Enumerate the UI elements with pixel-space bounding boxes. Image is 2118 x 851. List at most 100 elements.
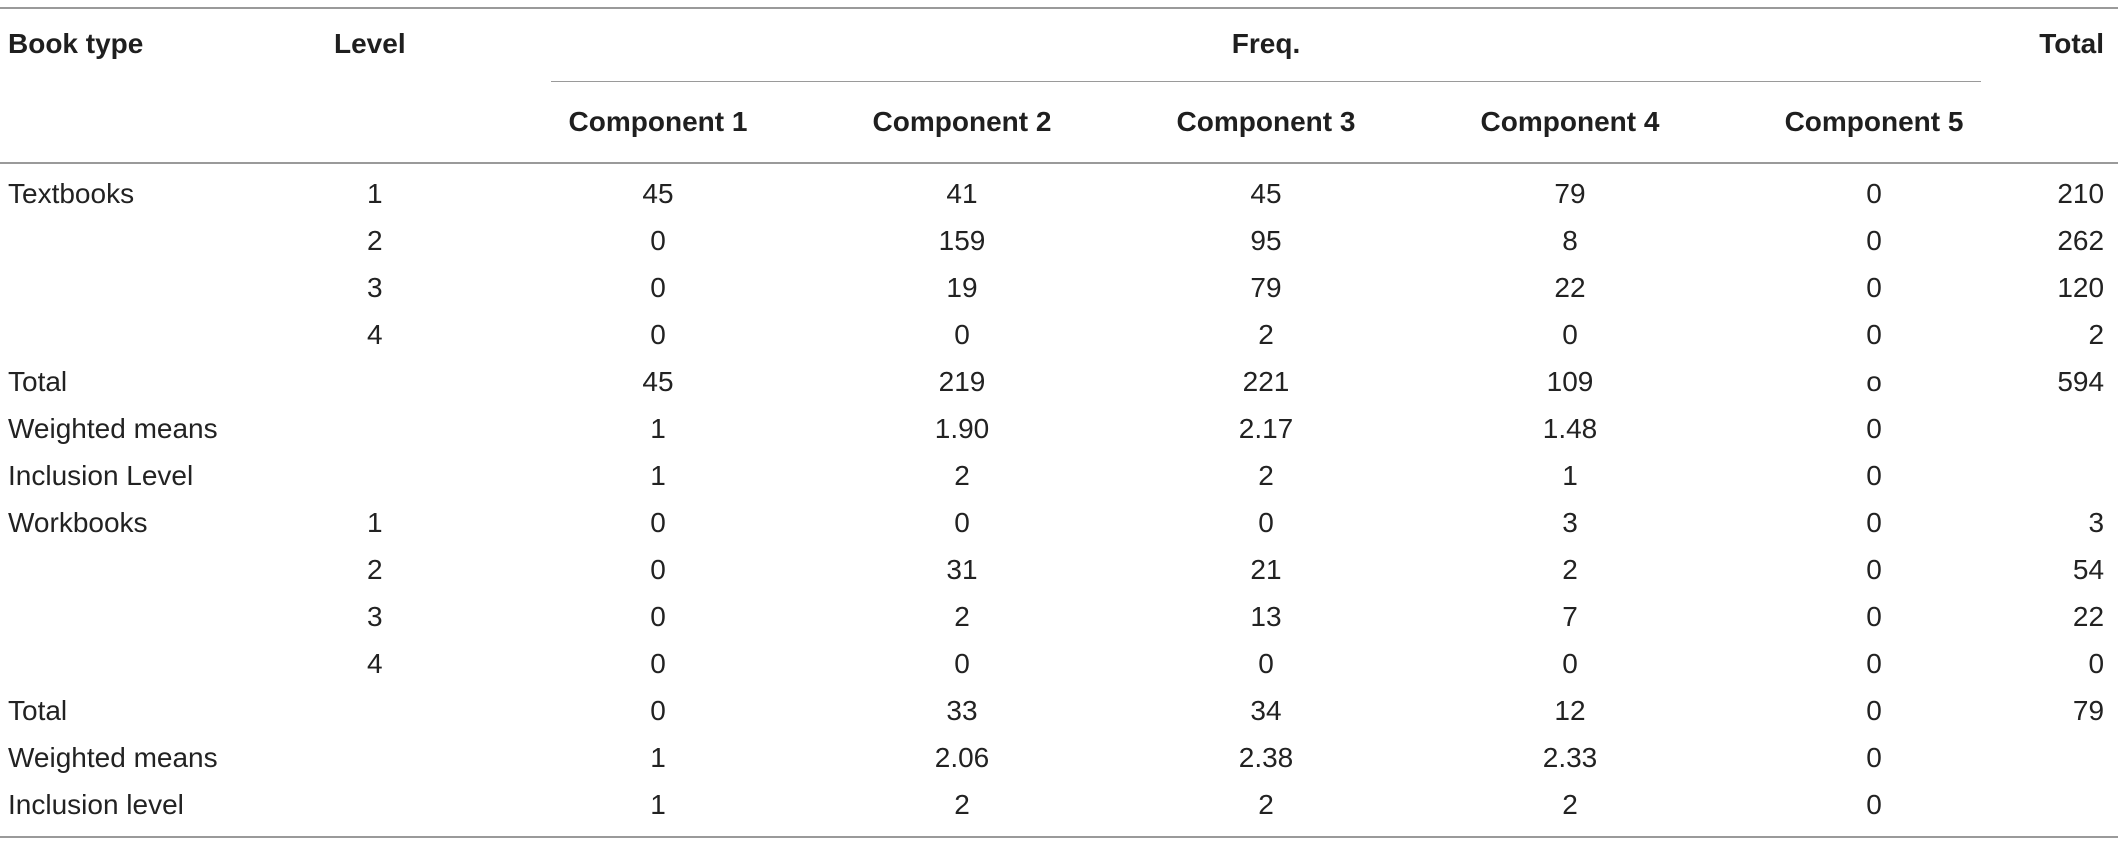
table-row: 2 0 159 95 8 0 262 bbox=[0, 217, 2118, 264]
table-row: 2 0 31 21 2 0 54 bbox=[0, 546, 2118, 593]
cell-total: 22 bbox=[2072, 600, 2105, 632]
cell-component-5: 0 bbox=[1866, 600, 1882, 632]
cell-component-4: 22 bbox=[1554, 271, 1586, 303]
cell-component-1: 0 bbox=[650, 647, 666, 679]
cell-book-type: Workbooks bbox=[8, 506, 148, 538]
table-row: Weighted means 1 1.90 2.17 1.48 0 bbox=[0, 405, 2118, 452]
cell-component-5: 0 bbox=[1866, 318, 1882, 350]
cell-component-3: 13 bbox=[1250, 600, 1282, 632]
cell-component-4: 0 bbox=[1562, 318, 1578, 350]
cell-component-1: 0 bbox=[650, 224, 666, 256]
cell-component-3: 2.38 bbox=[1238, 741, 1294, 773]
cell-component-5: 0 bbox=[1866, 412, 1882, 444]
cell-component-4: 1.48 bbox=[1542, 412, 1598, 444]
cell-level: 1 bbox=[367, 177, 383, 209]
cell-level: 3 bbox=[367, 271, 383, 303]
header-component-2: Component 2 bbox=[872, 106, 1052, 137]
cell-component-1: 0 bbox=[650, 506, 666, 538]
cell-component-4: 8 bbox=[1562, 224, 1578, 256]
cell-component-1: 45 bbox=[642, 177, 674, 209]
table-row: 3 0 2 13 7 0 22 bbox=[0, 593, 2118, 640]
cell-book-type: Inclusion level bbox=[8, 788, 184, 820]
cell-component-2: 33 bbox=[946, 694, 978, 726]
cell-book-type: Inclusion Level bbox=[8, 459, 194, 491]
cell-component-2: 219 bbox=[938, 365, 986, 397]
header-row-1: Book type Level Freq. Total bbox=[0, 8, 2118, 82]
cell-total bbox=[2026, 452, 2118, 499]
cell-component-4: 109 bbox=[1546, 365, 1594, 397]
header-spacer-total bbox=[2026, 82, 2118, 163]
cell-component-3: 221 bbox=[1242, 365, 1290, 397]
cell-component-4: 7 bbox=[1562, 600, 1578, 632]
cell-book-type: Total bbox=[8, 694, 68, 726]
header-book-type: Book type bbox=[8, 28, 144, 59]
cell-component-5: 0 bbox=[1866, 553, 1882, 585]
cell-component-3: 0 bbox=[1258, 506, 1274, 538]
cell-component-3: 95 bbox=[1250, 224, 1282, 256]
cell-total: 79 bbox=[2072, 694, 2105, 726]
cell-book-type: Weighted means bbox=[8, 412, 218, 444]
cell-book-type bbox=[0, 217, 334, 264]
table-row: 4 0 0 0 0 0 0 bbox=[0, 640, 2118, 687]
cell-component-5: 0 bbox=[1866, 459, 1882, 491]
cell-component-3: 45 bbox=[1250, 177, 1282, 209]
table-row: Total 0 33 34 12 0 79 bbox=[0, 687, 2118, 734]
cell-component-2: 0 bbox=[954, 506, 970, 538]
header-total: Total bbox=[2039, 28, 2105, 59]
cell-level: 4 bbox=[367, 318, 383, 350]
header-spacer-level bbox=[334, 82, 506, 163]
cell-total: 3 bbox=[2088, 506, 2105, 538]
cell-component-2: 2 bbox=[954, 788, 970, 820]
cell-component-1: 0 bbox=[650, 318, 666, 350]
cell-component-4: 2 bbox=[1562, 788, 1578, 820]
header-component-3: Component 3 bbox=[1176, 106, 1356, 137]
cell-level bbox=[334, 405, 506, 452]
cell-total: 262 bbox=[2057, 224, 2105, 256]
cell-total: 0 bbox=[2088, 647, 2105, 679]
cell-book-type: Weighted means bbox=[8, 741, 218, 773]
cell-book-type bbox=[0, 264, 334, 311]
header-component-5: Component 5 bbox=[1784, 106, 1964, 137]
cell-component-4: 1 bbox=[1562, 459, 1578, 491]
cell-component-1: 1 bbox=[650, 412, 666, 444]
cell-total: 2 bbox=[2088, 318, 2105, 350]
cell-component-4: 79 bbox=[1554, 177, 1586, 209]
cell-component-4: 12 bbox=[1554, 694, 1586, 726]
header-freq: Freq. bbox=[506, 8, 2026, 82]
cell-component-5: 0 bbox=[1866, 506, 1882, 538]
cell-level: 3 bbox=[367, 600, 383, 632]
cell-component-2: 2 bbox=[954, 600, 970, 632]
cell-component-2: 0 bbox=[954, 647, 970, 679]
header-component-1: Component 1 bbox=[568, 106, 748, 137]
cell-level bbox=[334, 687, 506, 734]
cell-component-3: 0 bbox=[1258, 647, 1274, 679]
cell-book-type: Textbooks bbox=[8, 177, 135, 209]
cell-book-type bbox=[0, 593, 334, 640]
cell-component-1: 0 bbox=[650, 694, 666, 726]
cell-component-1: 0 bbox=[650, 600, 666, 632]
table-row: Textbooks 1 45 41 45 79 0 210 bbox=[0, 163, 2118, 217]
cell-component-2: 19 bbox=[946, 271, 978, 303]
cell-book-type bbox=[0, 640, 334, 687]
cell-total: 594 bbox=[2057, 365, 2105, 397]
cell-component-2: 0 bbox=[954, 318, 970, 350]
table-row: Inclusion Level 1 2 2 1 0 bbox=[0, 452, 2118, 499]
cell-total bbox=[2026, 405, 2118, 452]
header-component-4: Component 4 bbox=[1480, 106, 1660, 137]
frequency-table: Book type Level Freq. Total Component 1 … bbox=[0, 7, 2118, 838]
cell-component-3: 2 bbox=[1258, 318, 1274, 350]
cell-component-4: 2 bbox=[1562, 553, 1578, 585]
cell-component-3: 34 bbox=[1250, 694, 1282, 726]
cell-component-5: 0 bbox=[1866, 271, 1882, 303]
cell-component-3: 2 bbox=[1258, 459, 1274, 491]
cell-total bbox=[2026, 781, 2118, 837]
header-level: Level bbox=[334, 28, 406, 59]
cell-book-type: Total bbox=[8, 365, 68, 397]
table-row: Weighted means 1 2.06 2.38 2.33 0 bbox=[0, 734, 2118, 781]
cell-component-4: 3 bbox=[1562, 506, 1578, 538]
cell-component-5: 0 bbox=[1866, 224, 1882, 256]
cell-component-4: 2.33 bbox=[1542, 741, 1598, 773]
cell-level bbox=[334, 734, 506, 781]
cell-component-1: 0 bbox=[650, 553, 666, 585]
